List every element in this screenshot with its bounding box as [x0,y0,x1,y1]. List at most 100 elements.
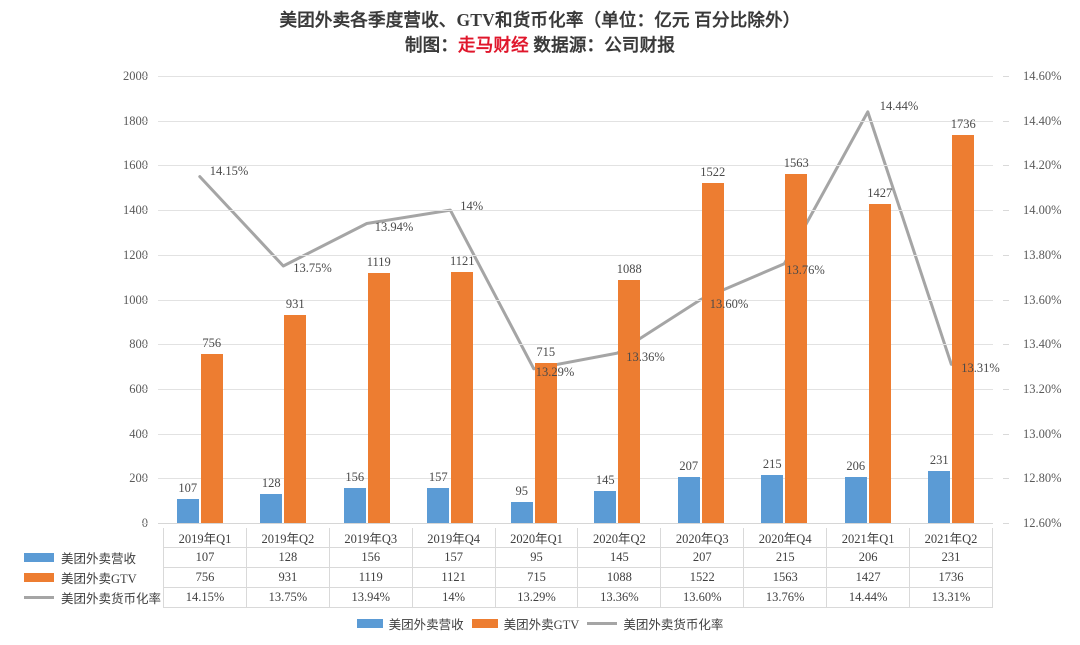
legend-item[interactable]: 美团外卖GTV [471,614,580,633]
table-cell: 14% [411,587,496,608]
plot-area: 107 756 128 931 156 1119 157 1121 95 715 145 1088 20… [158,76,1000,524]
chart-legend: 美团外卖营收 美团外卖GTV 美团外卖货币化率 [0,614,1080,633]
bar-revenue[interactable] [427,487,450,523]
bar-gtv[interactable] [284,314,307,523]
table-cell: 156 [328,547,413,568]
y-axis-left-tickmark [142,76,148,77]
table-column-header: 2021年Q1 [826,528,911,548]
gridline [158,344,993,346]
legend-item[interactable]: 美团外卖货币化率 [587,614,723,633]
bar-label-revenue: 156 [345,470,365,485]
y-axis-left-tick: 2000 [123,69,148,83]
bar-group: 215 1563 [743,76,827,523]
bar-gtv[interactable] [701,182,724,523]
legend-label: 美团外卖货币化率 [623,618,724,632]
table-cell: 1427 [826,567,911,588]
table-cell: 128 [245,547,330,568]
table-row-header: 美团外卖GTV [22,567,165,588]
table-cell: 231 [909,547,993,568]
bar-label-gtv: 1563 [783,155,809,170]
y-axis-right-tick: 12.80% [1023,471,1062,486]
table-corner-cell [22,528,164,548]
y-axis-right-tickmark [1003,210,1009,212]
table-column-header: 2019年Q1 [163,528,247,548]
table-header-row: 2019年Q1 2019年Q2 2019年Q3 2019年Q4 2020年Q1 2020年… [22,528,993,548]
bar-revenue[interactable] [928,471,951,523]
subtitle-source: 数据源：公司财报 [528,35,676,56]
bar-label-revenue: 215 [762,456,782,471]
subtitle-prefix: 制图： [404,35,459,56]
bar-label-gtv: 1088 [616,261,642,276]
table-cell: 1119 [328,567,413,588]
gridline [158,388,993,390]
table-cell: 145 [577,547,662,568]
bar-gtv[interactable] [534,363,557,523]
table-cell: 1736 [909,567,993,588]
bar-gtv[interactable] [952,135,975,523]
bar-revenue[interactable] [677,476,700,523]
bar-label-gtv: 1119 [366,254,391,269]
page-title: 美团外卖各季度营收、GTV和货币化率（单位：亿元 百分比除外） [279,10,801,30]
y-axis-right-tickmark [1003,523,1009,524]
data-table: 2019年Q1 2019年Q2 2019年Q3 2019年Q4 2020年Q1 2020年… [22,528,993,608]
bar-revenue[interactable] [176,499,199,523]
bar-label-gtv: 1427 [867,186,893,201]
legend-swatch-gtv [24,573,54,582]
table-cell: 13.94% [328,587,413,608]
table-cell: 107 [163,547,247,568]
bar-label-revenue: 95 [515,483,529,498]
bar-revenue[interactable] [510,501,533,523]
bar-label-gtv: 756 [202,336,222,351]
y-axis-left-tickmark [142,478,148,480]
line-label-rate: 13.31% [961,361,1000,376]
bar-group: 107 756 [158,76,242,523]
bar-revenue[interactable] [594,490,617,523]
table-column-header: 2020年Q3 [660,528,745,548]
bar-revenue[interactable] [343,488,366,523]
line-label-rate: 14% [460,199,484,214]
table-cell: 13.36% [577,587,662,608]
y-axis-left-tick: 1200 [123,247,148,262]
table-cell: 207 [660,547,745,568]
y-axis-left-tickmark [142,433,148,435]
bar-gtv[interactable] [367,272,390,523]
bar-gtv[interactable] [868,204,891,523]
table-cell: 13.31% [909,587,993,608]
bar-group: 95 715 [492,76,576,523]
table-column-header: 2020年Q4 [743,528,828,548]
bar-gtv[interactable] [785,173,808,523]
legend-swatch-revenue [24,553,54,562]
bar-revenue[interactable] [844,476,867,523]
table-cell: 1522 [660,567,745,588]
bar-label-gtv: 1121 [449,254,475,269]
bar-revenue[interactable] [260,494,283,523]
table-column-header: 2020年Q2 [577,528,662,548]
bar-gtv[interactable] [451,272,474,523]
y-axis-left-tick: 600 [129,381,148,396]
bar-group: 231 1736 [910,76,994,523]
table-row: 美团外卖GTV 756 931 1119 1121 715 1088 1522 1563 1427… [22,567,993,588]
y-axis-right-tick: 14.60% [1023,69,1062,83]
table-cell: 14.44% [826,587,911,608]
table-column-header: 2021年Q2 [909,528,993,548]
bar-gtv[interactable] [618,279,641,523]
legend-item[interactable]: 美团外卖营收 [356,614,464,633]
table-row-header: 美团外卖货币化率 [22,587,165,608]
bar-label-gtv: 1522 [700,164,726,179]
line-label-rate: 13.29% [535,364,575,379]
bar-group: 145 1088 [576,76,660,523]
y-axis-right-tickmark [1003,120,1009,122]
bar-gtv[interactable] [200,354,223,523]
y-axis-right-tickmark [1003,254,1009,256]
y-axis-right-tickmark [1003,165,1009,167]
line-label-rate: 13.36% [626,350,665,365]
y-axis-right-tick: 14.20% [1023,158,1062,173]
bar-revenue[interactable] [761,474,784,523]
bar-label-gtv: 931 [285,296,305,311]
bar-label-gtv: 715 [536,345,556,360]
table-column-header: 2020年Q1 [494,528,579,548]
table-cell: 931 [245,567,330,588]
bar-group: 156 1119 [325,76,409,523]
legend-label: 美团外卖GTV [503,618,580,632]
gridline [158,523,993,524]
